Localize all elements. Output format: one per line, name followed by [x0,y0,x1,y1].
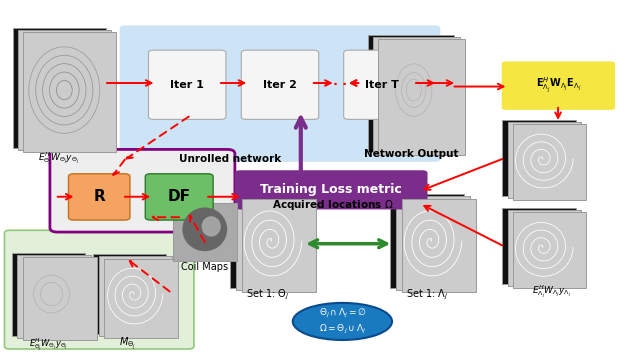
Bar [99,256,172,336]
FancyBboxPatch shape [502,61,615,110]
Bar [242,198,316,292]
Bar [13,28,106,149]
Bar [236,196,310,290]
FancyBboxPatch shape [120,25,440,162]
Bar [513,124,586,200]
FancyBboxPatch shape [4,230,194,349]
FancyBboxPatch shape [68,174,130,220]
Text: . . .: . . . [324,75,348,89]
Text: Network Output: Network Output [364,149,459,159]
Bar [402,198,476,292]
Ellipse shape [182,207,227,251]
Bar [368,35,454,152]
Text: R: R [93,190,105,205]
Bar [230,194,304,288]
Text: $E_{\Theta_j}^H W_{\Theta_j} y_{\Theta_j}$: $E_{\Theta_j}^H W_{\Theta_j} y_{\Theta_j… [29,336,67,353]
Ellipse shape [28,43,100,130]
Bar [18,30,111,150]
Text: Unrolled network: Unrolled network [179,154,282,164]
Text: $\Omega = \Theta_j \cup \Lambda_j$: $\Omega = \Theta_j \cup \Lambda_j$ [319,323,366,336]
Text: $\mathbf{E}_{\Lambda_j}^H\mathbf{W}_{\Lambda_j}\mathbf{E}_{\Lambda_j}$: $\mathbf{E}_{\Lambda_j}^H\mathbf{W}_{\La… [536,76,581,95]
FancyBboxPatch shape [145,174,213,220]
Bar [513,212,586,288]
Text: Coil Maps: Coil Maps [181,262,228,272]
Text: $M_{\Theta_j}$: $M_{\Theta_j}$ [120,336,136,352]
FancyBboxPatch shape [235,170,428,210]
FancyBboxPatch shape [148,50,226,119]
Bar [93,254,166,334]
Bar [23,257,97,340]
FancyBboxPatch shape [241,50,319,119]
Ellipse shape [202,216,221,237]
Bar [396,196,470,290]
Ellipse shape [24,265,79,323]
Bar [502,120,576,196]
Bar [508,210,581,286]
Ellipse shape [383,46,444,134]
Bar [12,252,85,336]
Bar [390,194,464,288]
Bar [23,32,116,152]
Text: $E_{\Theta_j}^H W_{\Theta_j} y_{\Theta_j}$: $E_{\Theta_j}^H W_{\Theta_j} y_{\Theta_j… [38,150,79,167]
Text: $\Theta_j \cap \Lambda_j = \emptyset$: $\Theta_j \cap \Lambda_j = \emptyset$ [319,307,366,320]
Text: Training Loss metric: Training Loss metric [260,183,402,196]
Text: $E_{\Lambda_j}^H W_{\Lambda_j} y_{\Lambda_j}$: $E_{\Lambda_j}^H W_{\Lambda_j} y_{\Lambd… [532,283,572,300]
Bar [508,122,581,198]
Text: Set 1: $\Theta_j$: Set 1: $\Theta_j$ [246,288,289,302]
Text: DF: DF [168,190,191,205]
Text: Acquired locations $\Omega$: Acquired locations $\Omega$ [272,198,394,212]
Bar [17,255,91,338]
Ellipse shape [293,303,392,340]
FancyBboxPatch shape [50,150,235,232]
Bar [173,203,237,261]
Text: Iter T: Iter T [365,80,399,90]
Bar [378,39,465,155]
Bar [373,37,460,154]
Text: Iter 2: Iter 2 [263,80,297,90]
FancyBboxPatch shape [344,50,421,119]
Bar [502,208,576,284]
Bar [104,258,178,338]
Text: Set 1: $\Lambda_j$: Set 1: $\Lambda_j$ [406,288,449,302]
Text: Iter 1: Iter 1 [170,80,204,90]
